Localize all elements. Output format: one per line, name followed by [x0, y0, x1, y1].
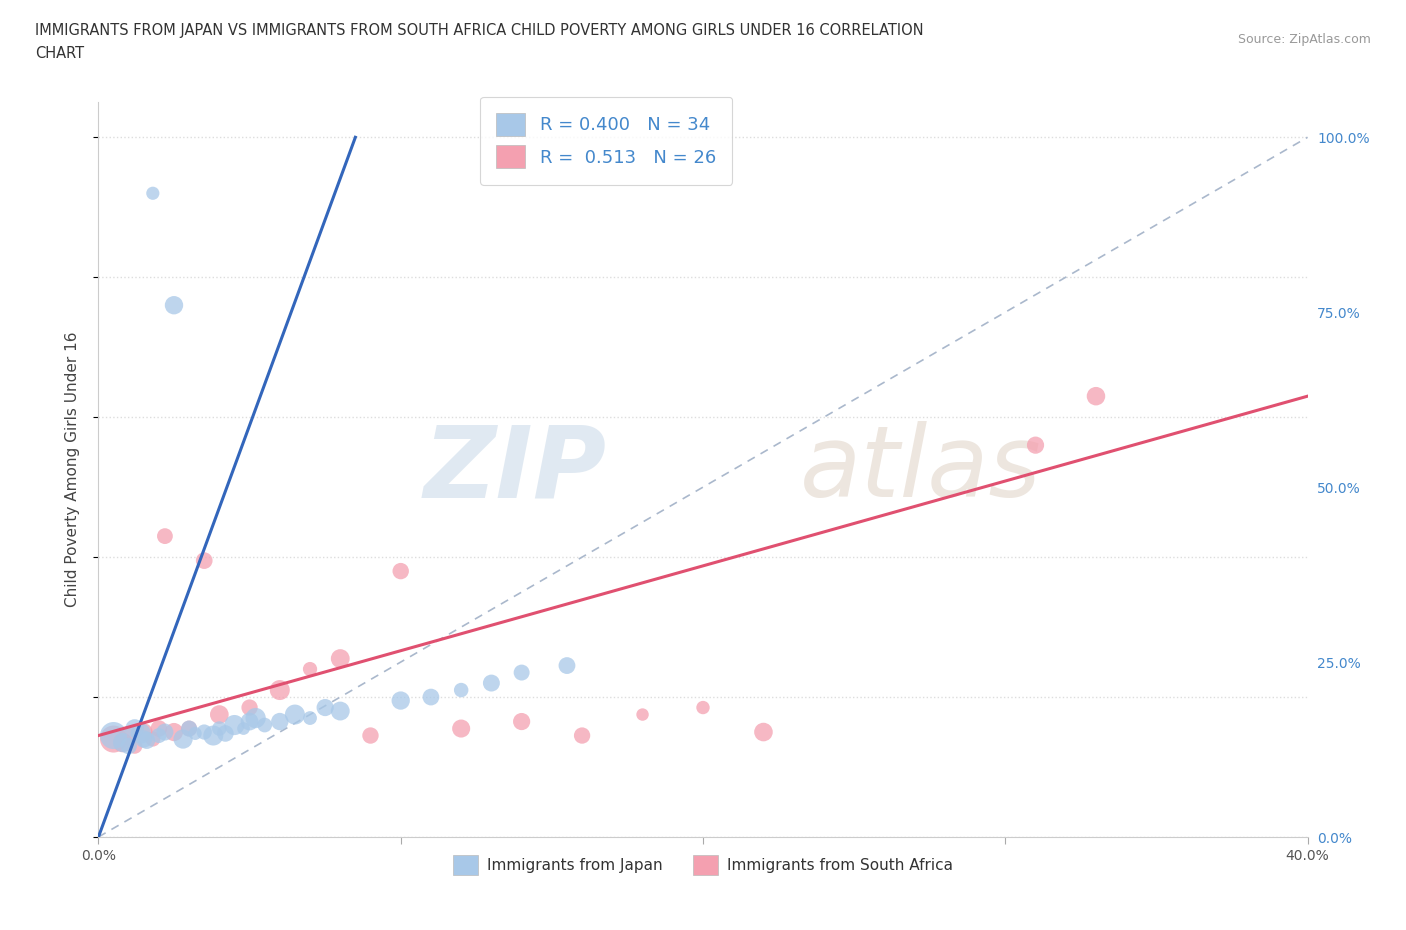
Point	[132, 732, 155, 747]
Point	[103, 728, 125, 743]
Point	[284, 707, 307, 722]
Point	[299, 711, 322, 725]
Point	[329, 651, 352, 666]
Text: atlas: atlas	[800, 421, 1042, 518]
Point	[269, 714, 291, 729]
Point	[163, 724, 186, 739]
Point	[450, 683, 472, 698]
Point	[163, 298, 186, 312]
Point	[124, 738, 146, 753]
Point	[103, 732, 125, 747]
Point	[510, 714, 533, 729]
Point	[193, 553, 215, 568]
Point	[148, 721, 170, 736]
Point	[239, 700, 262, 715]
Point	[232, 721, 254, 736]
Point	[420, 690, 443, 705]
Point	[555, 658, 578, 673]
Point	[153, 528, 176, 543]
Point	[752, 724, 775, 739]
Point	[111, 735, 134, 750]
Point	[142, 732, 165, 747]
Point	[132, 724, 155, 739]
Point	[118, 728, 141, 743]
Point	[389, 693, 412, 708]
Point	[1085, 389, 1108, 404]
Point	[142, 186, 165, 201]
Point	[202, 728, 225, 743]
Point	[193, 724, 215, 739]
Point	[631, 707, 654, 722]
Text: CHART: CHART	[35, 46, 84, 61]
Point	[299, 661, 322, 676]
Point	[239, 714, 262, 729]
Point	[179, 721, 201, 736]
Point	[224, 718, 246, 733]
Point	[179, 721, 201, 736]
Point	[314, 700, 336, 715]
Point	[135, 733, 157, 748]
Point	[184, 726, 207, 741]
Point	[253, 718, 276, 733]
Point	[208, 707, 231, 722]
Point	[245, 711, 267, 725]
Point	[510, 665, 533, 680]
Point	[208, 721, 231, 736]
Legend: Immigrants from Japan, Immigrants from South Africa: Immigrants from Japan, Immigrants from S…	[447, 849, 959, 881]
Point	[148, 728, 170, 743]
Point	[389, 564, 412, 578]
Point	[172, 732, 194, 747]
Y-axis label: Child Poverty Among Girls Under 16: Child Poverty Among Girls Under 16	[65, 332, 80, 607]
Point	[129, 726, 152, 741]
Point	[111, 735, 134, 750]
Point	[214, 726, 236, 741]
Point	[118, 738, 141, 753]
Point	[1024, 438, 1046, 453]
Point	[360, 728, 382, 743]
Point	[571, 728, 593, 743]
Point	[153, 724, 176, 739]
Point	[269, 683, 291, 698]
Point	[692, 700, 714, 715]
Text: ZIP: ZIP	[423, 421, 606, 518]
Text: IMMIGRANTS FROM JAPAN VS IMMIGRANTS FROM SOUTH AFRICA CHILD POVERTY AMONG GIRLS : IMMIGRANTS FROM JAPAN VS IMMIGRANTS FROM…	[35, 23, 924, 38]
Point	[124, 721, 146, 736]
Point	[450, 721, 472, 736]
Point	[481, 675, 503, 690]
Point	[329, 704, 352, 719]
Text: Source: ZipAtlas.com: Source: ZipAtlas.com	[1237, 33, 1371, 46]
